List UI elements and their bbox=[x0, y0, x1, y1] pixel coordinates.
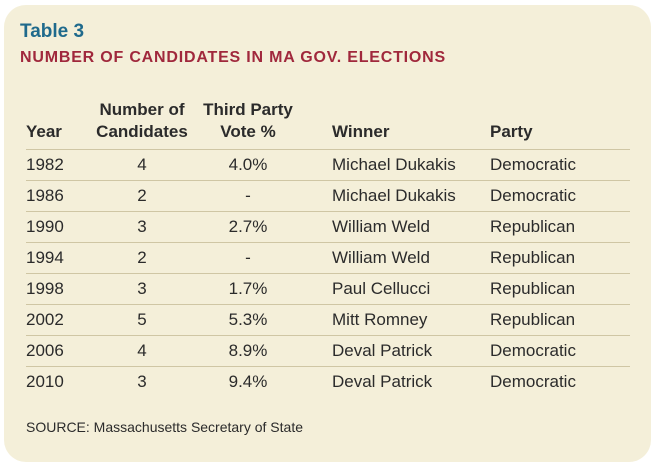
cell-year: 1994 bbox=[26, 242, 96, 274]
header-winner-label: Winner bbox=[332, 122, 390, 141]
cell-year: 2010 bbox=[26, 372, 64, 391]
cell-winner: Paul Cellucci bbox=[308, 273, 490, 305]
cell-third-party: 5.3% bbox=[188, 304, 308, 336]
cell-candidates: 4 bbox=[96, 149, 188, 181]
cell-party: Republican bbox=[490, 304, 630, 336]
source-note: SOURCE: Massachusetts Secretary of State bbox=[26, 419, 303, 435]
cell-third-party: - bbox=[188, 242, 308, 274]
cell-candidates: 2 bbox=[96, 242, 188, 274]
header-row: Year Number of Candidates Third Party Vo… bbox=[26, 99, 630, 150]
cell-candidates: 3 bbox=[96, 211, 188, 243]
cell-year: 2006 bbox=[26, 335, 96, 367]
cell-year: 1990 bbox=[26, 211, 96, 243]
cell-candidates: 2 bbox=[96, 180, 188, 212]
header-candidates-line2: Candidates bbox=[96, 122, 188, 141]
cell-winner: Michael Dukakis bbox=[308, 180, 490, 212]
table-label: Table 3 bbox=[20, 21, 85, 42]
elections-table: Year Number of Candidates Third Party Vo… bbox=[26, 99, 630, 397]
cell-year: 1986 bbox=[26, 180, 96, 212]
cell-party: Republican bbox=[490, 211, 630, 243]
cell-candidates: 3 bbox=[137, 372, 147, 391]
cell-party: Democratic bbox=[490, 335, 630, 367]
table-row: 2006 4 8.9% Deval Patrick Democratic bbox=[26, 335, 630, 367]
table-title: NUMBER OF CANDIDATES IN MA GOV. ELECTION… bbox=[20, 49, 447, 66]
cell-year: 1982 bbox=[26, 149, 96, 181]
header-year-label: Year bbox=[26, 122, 62, 141]
cell-winner: William Weld bbox=[308, 242, 490, 274]
table-row: 1986 2 - Michael Dukakis Democratic bbox=[26, 180, 630, 212]
cell-party: Democratic bbox=[490, 372, 576, 391]
cell-third-party: 8.9% bbox=[188, 335, 308, 367]
header-party: Party bbox=[490, 99, 630, 150]
cell-third-party: 4.0% bbox=[188, 149, 308, 181]
cell-winner: Deval Patrick bbox=[308, 335, 490, 367]
cell-third-party: 2.7% bbox=[188, 211, 308, 243]
table-row: 1990 3 2.7% William Weld Republican bbox=[26, 211, 630, 243]
table-row: 1994 2 - William Weld Republican bbox=[26, 242, 630, 274]
cell-winner: William Weld bbox=[308, 211, 490, 243]
cell-party: Republican bbox=[490, 242, 630, 274]
cell-third-party: 1.7% bbox=[188, 273, 308, 305]
cell-year: 2002 bbox=[26, 304, 96, 336]
cell-third-party: - bbox=[188, 180, 308, 212]
cell-winner: Mitt Romney bbox=[308, 304, 490, 336]
table-card: Table 3 NUMBER OF CANDIDATES IN MA GOV. … bbox=[4, 5, 651, 462]
cell-winner: Deval Patrick bbox=[332, 372, 433, 391]
cell-party: Democratic bbox=[490, 180, 630, 212]
table-row: 1998 3 1.7% Paul Cellucci Republican bbox=[26, 273, 630, 305]
cell-candidates: 5 bbox=[96, 304, 188, 336]
header-third-party: Third Party Vote % bbox=[188, 99, 308, 150]
cell-candidates: 4 bbox=[96, 335, 188, 367]
header-winner: Winner bbox=[308, 99, 490, 150]
cell-winner: Michael Dukakis bbox=[308, 149, 490, 181]
table-row: 2010 3 9.4% Deval Patrick Democratic bbox=[26, 367, 630, 398]
table-row: 2002 5 5.3% Mitt Romney Republican bbox=[26, 304, 630, 336]
cell-candidates: 3 bbox=[96, 273, 188, 305]
header-third-party-line1: Third Party bbox=[203, 100, 293, 119]
header-candidates: Number of Candidates bbox=[96, 99, 188, 150]
table-row: 1982 4 4.0% Michael Dukakis Democratic bbox=[26, 149, 630, 181]
header-third-party-line2: Vote % bbox=[220, 122, 276, 141]
cell-year: 1998 bbox=[26, 273, 96, 305]
header-year: Year bbox=[26, 99, 96, 150]
header-party-label: Party bbox=[490, 122, 533, 141]
cell-third-party: 9.4% bbox=[228, 372, 268, 391]
header-candidates-line1: Number of bbox=[99, 100, 185, 119]
cell-party: Democratic bbox=[490, 149, 630, 181]
cell-party: Republican bbox=[490, 273, 630, 305]
